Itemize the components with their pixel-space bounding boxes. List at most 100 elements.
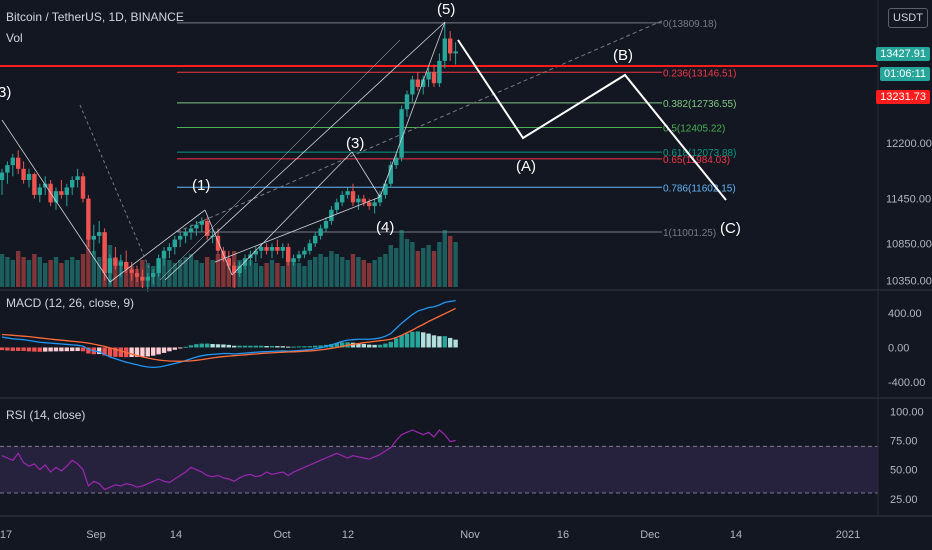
candle-body: [145, 276, 150, 281]
macd-histogram-bar: [307, 346, 312, 348]
macd-histogram-bar: [437, 336, 442, 348]
last-price-badge: 13427.91: [876, 47, 930, 61]
macd-histogram-bar: [232, 345, 237, 348]
macd-histogram-bar: [275, 346, 280, 348]
wave-label-b: (B): [613, 47, 633, 64]
time-tick-label: Oct: [273, 529, 290, 541]
candle-body: [161, 250, 167, 259]
candle-body: [215, 235, 221, 251]
candle-body: [156, 258, 161, 274]
volume-bar: [410, 242, 415, 287]
macd-tick-label: 0.00: [888, 342, 909, 354]
candle-body: [329, 209, 334, 221]
candle-body: [226, 258, 231, 266]
candle-body: [313, 235, 318, 244]
macd-histogram-bar: [75, 347, 80, 352]
wave-drawings[interactable]: [1, 21, 727, 283]
volume-bar: [80, 254, 86, 287]
volume-bar: [296, 263, 302, 287]
price-tick-label: 10350.00: [886, 276, 932, 288]
candle-body: [361, 198, 366, 203]
volume-bar: [248, 260, 253, 287]
volume-bar: [21, 257, 26, 287]
macd-tick-label: 400.00: [888, 308, 922, 320]
volume-bar: [188, 254, 194, 287]
channel-line: [159, 39, 401, 281]
candle-body: [21, 168, 26, 181]
macd-histogram-bar: [296, 346, 302, 348]
macd-line: [1, 300, 456, 369]
macd-histogram-bar: [102, 347, 107, 356]
fib-retracement[interactable]: 0(13809.18) 0.236(13146.51) 0.382(12736.55…: [0, 19, 878, 239]
candle-body: [356, 198, 361, 203]
macd-histogram-bar: [70, 347, 75, 352]
candle-body: [394, 157, 399, 166]
time-tick-label: 14: [730, 529, 742, 541]
time-tick-label: 17: [0, 529, 12, 541]
macd-histogram-bar: [97, 347, 102, 355]
volume-bar: [280, 266, 285, 287]
volume-bar: [5, 257, 10, 287]
macd-histogram-bar: [448, 337, 453, 348]
macd-histogram-bar: [199, 343, 204, 348]
candle-body: [43, 183, 48, 188]
candle-body: [97, 232, 102, 236]
candle-body: [448, 38, 453, 54]
candle-body: [421, 79, 426, 87]
time-axis[interactable]: 17 Sep 14 Oct 12 Nov 16 Dec 14 2021: [0, 529, 860, 541]
macd-histogram-bar: [172, 347, 177, 350]
volume-bar: [86, 236, 91, 287]
time-tick-label: 16: [557, 529, 569, 541]
volume-bar: [399, 230, 404, 287]
candle-body: [280, 247, 285, 251]
volume-bar: [32, 254, 37, 287]
candle-body: [264, 247, 269, 251]
rsi-indicator-label[interactable]: RSI (14, close): [6, 408, 86, 422]
candle-body: [291, 258, 296, 262]
macd-histogram-bar: [145, 347, 150, 357]
candle-body: [107, 258, 113, 274]
candle-body: [410, 79, 415, 95]
volume-bar: [345, 260, 350, 287]
volume-bar: [426, 245, 431, 287]
macd-histogram-bar: [410, 331, 415, 348]
candle-body: [415, 79, 420, 87]
macd-indicator-label[interactable]: MACD (12, 26, close, 9): [6, 296, 135, 310]
pane-separators[interactable]: [0, 0, 932, 517]
rsi-tick-label: 100.00: [890, 406, 924, 418]
candle-body: [426, 72, 431, 80]
macd-histogram-bar: [264, 345, 269, 348]
volume-bar: [442, 230, 447, 287]
volume-bar: [318, 254, 323, 287]
macd-histogram-bar: [113, 347, 118, 357]
candle-body: [0, 172, 5, 181]
volume-indicator-label[interactable]: Vol: [6, 31, 23, 45]
wave-label-c: (C): [720, 220, 741, 237]
macd-histogram-bar: [48, 347, 53, 352]
candle-body: [253, 250, 258, 255]
volume-bar: [323, 257, 329, 287]
candle-body: [178, 235, 183, 240]
macd-histogram-bar: [453, 339, 458, 348]
line-price-badge: 13231.73: [876, 90, 930, 104]
macd-histogram-bar: [129, 347, 134, 357]
volume-bar: [291, 260, 296, 287]
candle-body: [91, 235, 96, 240]
macd-histogram-bar: [286, 346, 291, 348]
currency-button[interactable]: USDT: [888, 8, 928, 28]
macd-histogram-bar: [259, 345, 264, 348]
time-tick-label: Nov: [460, 529, 480, 541]
time-tick-label: 2021: [836, 529, 860, 541]
candle-body: [232, 265, 237, 274]
volume-bar: [415, 251, 420, 287]
wave-label-4: (4): [376, 219, 394, 236]
time-tick-label: 14: [170, 529, 182, 541]
macd-histogram-bar: [302, 346, 307, 348]
volume-bar: [37, 257, 42, 287]
symbol-title[interactable]: Bitcoin / TetherUS, 1D, BINANCE: [6, 10, 184, 24]
price-axis[interactable]: 10350.00 10850.00 11450.00 12200.00 400.00 0.…: [878, 0, 932, 550]
macd-histogram-bar: [10, 347, 15, 351]
macd-histogram-bar: [280, 346, 285, 348]
wave-label-a: (A): [516, 158, 536, 175]
